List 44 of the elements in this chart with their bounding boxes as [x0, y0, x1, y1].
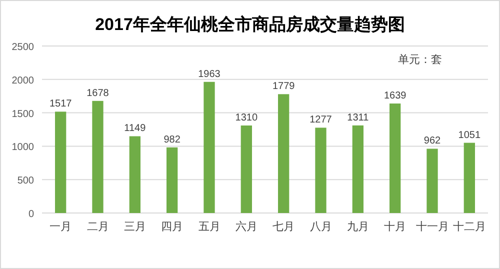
- bar: [166, 147, 178, 213]
- y-tick-label: 2500: [12, 42, 34, 53]
- x-tick-label: 六月: [235, 220, 258, 233]
- x-tick-label: 十月: [384, 220, 406, 233]
- data-label: 1639: [384, 90, 407, 102]
- x-tick-label: 二月: [86, 221, 109, 233]
- x-tick-label: 三月: [124, 221, 146, 233]
- data-label: 1277: [310, 114, 332, 126]
- annotation: 单元：套: [398, 53, 442, 66]
- bar: [315, 128, 326, 213]
- y-tick-label: 2000: [12, 75, 34, 86]
- y-tick-label: 1500: [12, 108, 34, 120]
- bar: [426, 148, 438, 213]
- bar: [464, 142, 475, 213]
- x-tick-label: 八月: [310, 221, 332, 233]
- bar: [129, 136, 140, 213]
- data-label: 1517: [49, 98, 72, 110]
- data-label: 1678: [86, 88, 110, 99]
- x-tick-label: 九月: [346, 220, 369, 233]
- data-label: 1051: [458, 130, 481, 141]
- data-label: 1963: [198, 68, 221, 80]
- x-tick-label: 七月: [272, 220, 295, 233]
- y-tick-label: 1000: [12, 142, 34, 154]
- data-label: 1311: [347, 112, 370, 124]
- data-label: 962: [424, 136, 442, 147]
- data-label: 1149: [124, 123, 146, 134]
- data-label: 1310: [235, 112, 258, 124]
- data-label: 1779: [272, 81, 296, 92]
- bar: [92, 100, 104, 213]
- bar: [55, 112, 66, 213]
- bar: [240, 125, 252, 213]
- bar: [390, 104, 401, 213]
- x-tick-label: 十二月: [452, 220, 486, 233]
- y-tick-label: 500: [17, 176, 34, 187]
- bar: [278, 94, 290, 213]
- bar: [204, 82, 215, 213]
- x-tick-label: 四月: [161, 221, 184, 233]
- y-tick-label: 0: [28, 209, 34, 220]
- bar: [352, 125, 364, 213]
- chart-title: 2017年全年仙桃全市商品房成交量趋势图: [95, 15, 405, 34]
- x-tick-label: 五月: [198, 221, 220, 233]
- x-tick-label: 一月: [50, 221, 72, 233]
- x-tick-label: 十一月: [416, 220, 449, 233]
- data-label: 982: [164, 134, 181, 146]
